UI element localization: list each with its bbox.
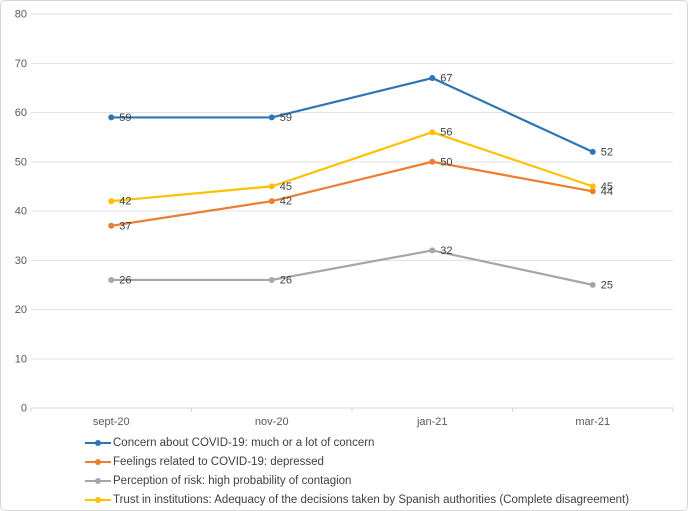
data-point	[589, 281, 596, 288]
y-axis-tick-label: 20	[15, 304, 27, 316]
y-axis-tick-label: 70	[15, 58, 27, 70]
data-label: 59	[280, 112, 292, 124]
data-label: 45	[280, 181, 292, 193]
legend-item-trust: Trust in institutions: Adequacy of the d…	[85, 490, 629, 509]
series-line-3	[110, 131, 594, 203]
data-point	[429, 75, 436, 82]
legend-item-risk: Perception of risk: high probability of …	[85, 471, 629, 490]
legend-label-risk: Perception of risk: high probability of …	[113, 474, 352, 487]
x-axis-category-label: sept-20	[93, 416, 130, 428]
data-label: 32	[440, 245, 452, 257]
legend-label-concern: Concern about COVID-19: much or a lot of…	[113, 436, 375, 449]
data-point	[268, 276, 275, 283]
data-point	[589, 188, 596, 195]
y-axis-tick-label: 80	[15, 9, 27, 21]
data-point	[268, 183, 275, 190]
legend-label-trust: Trust in institutions: Adequacy of the d…	[113, 493, 630, 506]
legend-marker-depressed-icon	[85, 457, 111, 467]
series-line-0	[110, 76, 594, 153]
data-label: 67	[440, 73, 452, 85]
line-chart-plot-area: 0 10 20 30 40 50 60 70 80 sept-20 nov-20 jan-21 mar-…	[15, 9, 674, 428]
data-label: 42	[280, 196, 292, 208]
data-point	[108, 276, 115, 283]
data-label: 45	[601, 181, 613, 193]
data-point	[108, 198, 115, 205]
x-axis-category-label: mar-21	[575, 416, 610, 428]
series-line-1	[110, 160, 594, 227]
data-point	[268, 114, 275, 121]
legend-item-depressed: Feelings related to COVID-19: depressed	[85, 452, 629, 471]
data-label: 26	[119, 274, 131, 286]
legend-marker-trust-icon	[85, 495, 111, 505]
data-label: 37	[119, 220, 131, 232]
y-axis-tick-label: 0	[21, 403, 27, 415]
data-label: 26	[280, 274, 292, 286]
y-axis-tick-label: 50	[15, 156, 27, 168]
data-point	[268, 198, 275, 205]
legend-item-concern: Concern about COVID-19: much or a lot of…	[85, 433, 629, 452]
series-line-2	[110, 249, 594, 286]
data-point	[429, 158, 436, 165]
y-axis-tick-label: 30	[15, 255, 27, 267]
legend-marker-risk-icon	[85, 476, 111, 486]
data-label: 52	[601, 146, 613, 158]
y-axis-tick-label: 40	[15, 206, 27, 218]
data-label: 50	[440, 156, 452, 168]
data-point	[589, 148, 596, 155]
data-label: 42	[119, 196, 131, 208]
y-axis-tick-label: 10	[15, 353, 27, 365]
data-label: 44	[601, 186, 613, 198]
data-label: 56	[440, 127, 452, 139]
data-point	[429, 247, 436, 254]
y-axis-tick-label: 60	[15, 107, 27, 119]
legend-marker-concern-icon	[85, 438, 111, 448]
x-axis-category-label: nov-20	[255, 416, 289, 428]
data-point	[108, 222, 115, 229]
legend-label-depressed: Feelings related to COVID-19: depressed	[113, 455, 324, 468]
data-label: 25	[601, 279, 613, 291]
data-point	[429, 129, 436, 136]
chart-legend: Concern about COVID-19: much or a lot of…	[85, 433, 629, 509]
data-point	[108, 114, 115, 121]
data-point	[589, 183, 596, 190]
data-label: 59	[119, 112, 131, 124]
x-axis-category-label: jan-21	[416, 416, 448, 428]
